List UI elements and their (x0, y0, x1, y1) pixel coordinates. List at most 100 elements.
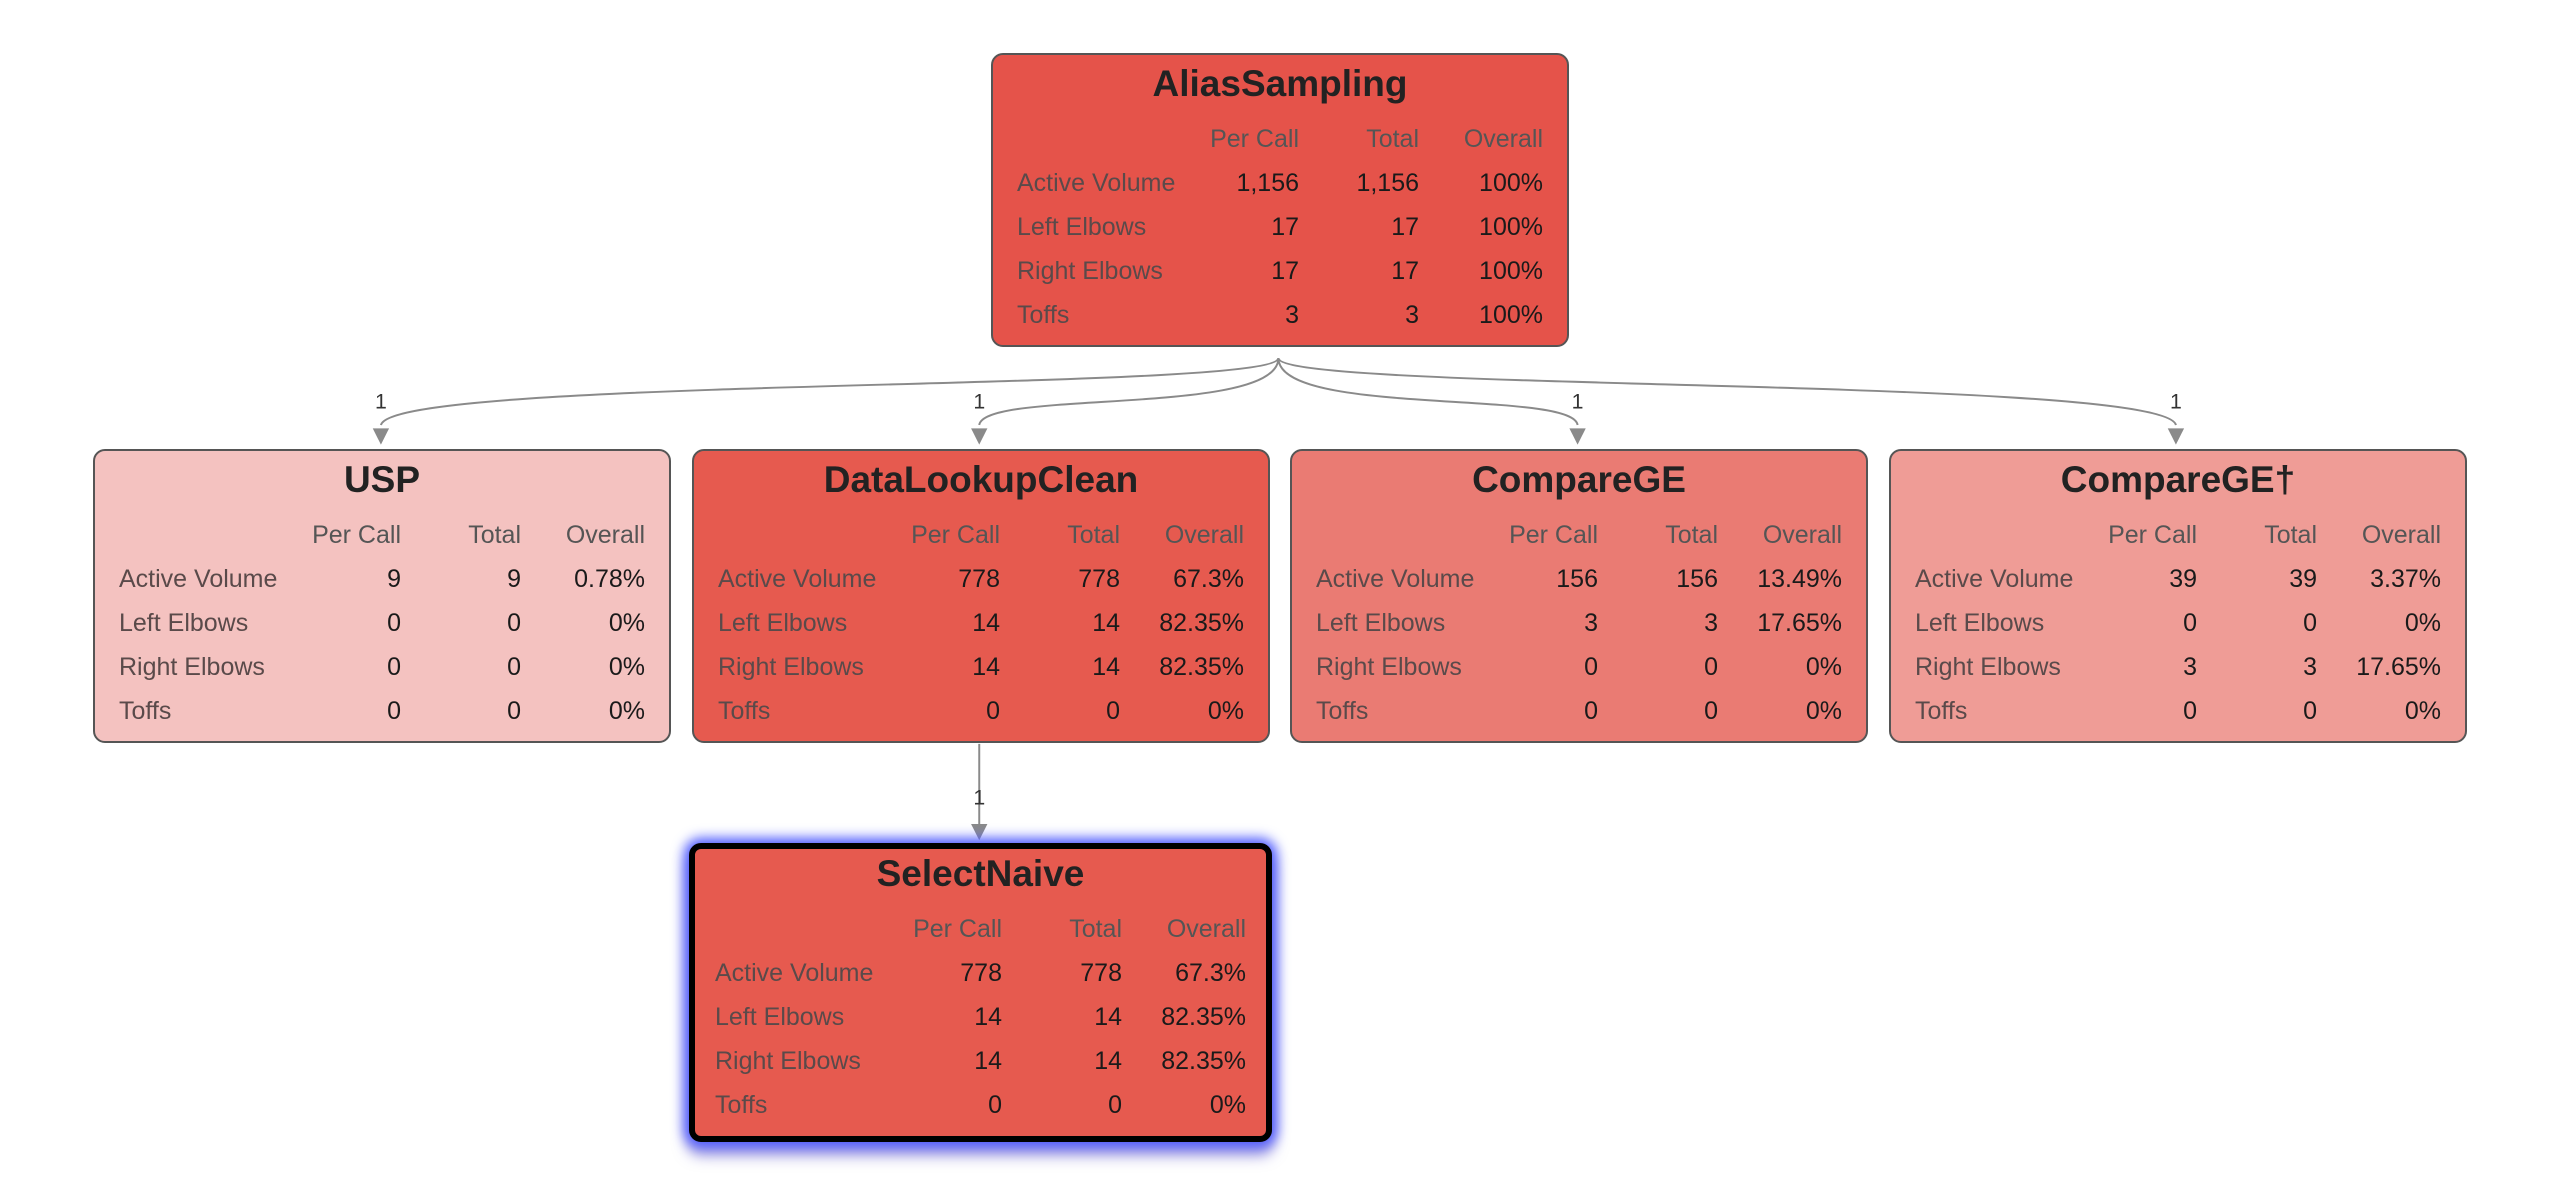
metric-value: 0 (1704, 653, 1718, 681)
metric-value: 39 (2289, 565, 2317, 593)
metric-value: 0 (2183, 697, 2197, 725)
metric-value: 14 (974, 1003, 1002, 1031)
node-comparege-dagger[interactable]: CompareGE† Per Call Total Overall Active Vol… (1889, 449, 2467, 743)
row-label: Active Volume (718, 565, 877, 593)
node-title: SelectNaive (876, 853, 1085, 894)
edge-datalookupclean-selectnaive: 1 (971, 743, 988, 841)
metric-value: 14 (972, 653, 1000, 681)
metric-value: 14 (1094, 1047, 1122, 1075)
metric-value: 156 (1676, 565, 1718, 593)
row-label: Left Elbows (715, 1003, 845, 1031)
row-label: Active Volume (715, 959, 874, 987)
column-header: Total (1665, 521, 1718, 549)
row-label: Toffs (1915, 697, 1968, 725)
metric-value: 0 (1584, 697, 1598, 725)
metric-value: 0 (507, 697, 521, 725)
node-selectnaive[interactable]: SelectNaive Per Call Total Overall Active Vo… (689, 843, 1272, 1142)
metric-value: 14 (972, 609, 1000, 637)
column-header: Per Call (1509, 521, 1598, 549)
column-header: Per Call (2108, 521, 2197, 549)
row-label: Active Volume (119, 565, 278, 593)
row-label: Toffs (119, 697, 172, 725)
metric-value: 67.3% (1175, 959, 1246, 987)
metric-value: 3 (1704, 609, 1718, 637)
metric-value: 13.49% (1757, 565, 1842, 593)
edge-label: 1 (973, 785, 985, 809)
metric-value: 9 (387, 565, 401, 593)
column-header: Total (2264, 521, 2317, 549)
metric-value: 17.65% (2356, 653, 2441, 681)
column-header: Per Call (913, 915, 1002, 943)
node-title: CompareGE (1472, 459, 1686, 500)
metric-value: 0 (387, 697, 401, 725)
edge-aliassampling-usp: 1 (372, 357, 1280, 445)
metric-value: 14 (1092, 653, 1120, 681)
row-label: Active Volume (1915, 565, 2074, 593)
column-header: Overall (1463, 125, 1543, 153)
row-label: Left Elbows (1915, 609, 2045, 637)
metric-value: 100% (1479, 169, 1543, 197)
row-label: Toffs (715, 1091, 768, 1119)
metric-value: 100% (1479, 213, 1543, 241)
metric-value: 17 (1391, 213, 1419, 241)
edge-label: 1 (375, 390, 387, 414)
metric-value: 0 (2303, 609, 2317, 637)
metric-value: 0 (986, 697, 1000, 725)
row-label: Right Elbows (119, 653, 265, 681)
row-label: Right Elbows (1017, 257, 1163, 285)
node-usp[interactable]: USP Per Call Total Overall Active Volume 9 9 0.… (93, 449, 671, 743)
row-label: Right Elbows (715, 1047, 861, 1075)
row-label: Right Elbows (718, 653, 864, 681)
row-label: Toffs (1316, 697, 1369, 725)
edge-label: 1 (1572, 390, 1584, 414)
column-header: Overall (2361, 521, 2441, 549)
metric-value: 3 (1584, 609, 1598, 637)
metric-value: 0 (2183, 609, 2197, 637)
metric-value: 3 (1285, 301, 1299, 329)
metric-value: 1,156 (1356, 169, 1419, 197)
metric-value: 0 (1108, 1091, 1122, 1119)
metric-value: 0 (387, 653, 401, 681)
node-datalookupclean[interactable]: DataLookupClean Per Call Total Overall Activ… (692, 449, 1270, 743)
row-label: Active Volume (1017, 169, 1176, 197)
column-header: Total (1366, 125, 1419, 153)
row-label: Active Volume (1316, 565, 1475, 593)
metric-value: 14 (1092, 609, 1120, 637)
metric-value: 0 (507, 609, 521, 637)
metric-value: 0% (2404, 609, 2441, 637)
column-header: Overall (1166, 915, 1246, 943)
metric-value: 0 (1106, 697, 1120, 725)
metric-value: 17 (1271, 257, 1299, 285)
column-header: Overall (1164, 521, 1244, 549)
column-header: Per Call (1210, 125, 1299, 153)
metric-value: 100% (1479, 257, 1543, 285)
metric-value: 0.78% (574, 565, 645, 593)
column-header: Overall (565, 521, 645, 549)
column-header: Per Call (911, 521, 1000, 549)
metric-value: 0% (608, 697, 645, 725)
metric-value: 14 (1094, 1003, 1122, 1031)
row-label: Toffs (1017, 301, 1070, 329)
metric-value: 156 (1556, 565, 1598, 593)
metric-value: 39 (2169, 565, 2197, 593)
node-comparege[interactable]: CompareGE Per Call Total Overall Active Volu… (1290, 449, 1868, 743)
node-aliassampling[interactable]: AliasSampling Per Call Total Overall Active … (991, 53, 1569, 347)
metric-value: 0% (2404, 697, 2441, 725)
row-label: Toffs (718, 697, 771, 725)
metric-value: 17.65% (1757, 609, 1842, 637)
metric-value: 0% (1209, 1091, 1246, 1119)
metric-value: 17 (1391, 257, 1419, 285)
metric-value: 778 (960, 959, 1002, 987)
row-label: Left Elbows (1316, 609, 1446, 637)
column-header: Total (1067, 521, 1120, 549)
metric-value: 3 (2183, 653, 2197, 681)
edge-label: 1 (973, 390, 985, 414)
column-header: Total (468, 521, 521, 549)
metric-value: 3.37% (2370, 565, 2441, 593)
node-title: DataLookupClean (823, 459, 1139, 500)
metric-value: 3 (1405, 301, 1419, 329)
edge-aliassampling-comparege: 1 (1277, 357, 1586, 445)
metric-value: 0 (387, 609, 401, 637)
metric-value: 17 (1271, 213, 1299, 241)
